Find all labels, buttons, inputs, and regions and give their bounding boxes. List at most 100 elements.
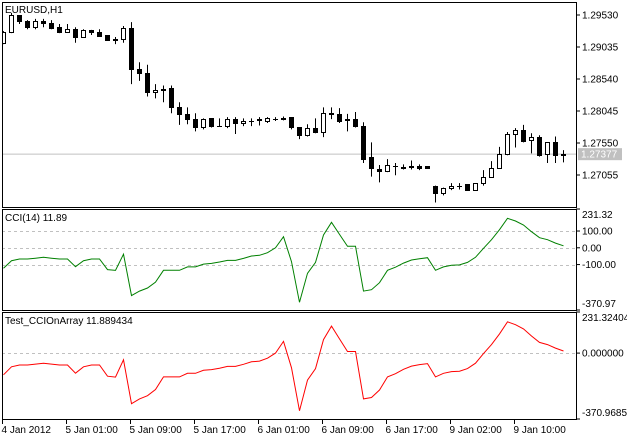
candle bbox=[9, 13, 14, 34]
candle-body bbox=[449, 186, 454, 189]
candle bbox=[265, 117, 270, 123]
candle bbox=[145, 64, 150, 97]
candle bbox=[513, 128, 518, 148]
candle-body bbox=[241, 121, 246, 124]
candle-body bbox=[17, 15, 22, 22]
time-tick-label: 9 Jan 02:00 bbox=[450, 425, 503, 436]
candle bbox=[529, 133, 534, 154]
candle bbox=[249, 118, 254, 127]
candle bbox=[169, 85, 174, 114]
pane-frame bbox=[2, 312, 577, 420]
candle bbox=[137, 62, 142, 81]
candle bbox=[385, 159, 390, 173]
candle bbox=[497, 146, 502, 169]
current-price-label: 1.27377 bbox=[581, 150, 618, 161]
candle-body bbox=[121, 28, 126, 40]
candle-body bbox=[185, 114, 190, 120]
candle bbox=[473, 183, 478, 191]
indicator-title: Test_CCIOnArray 11.889434 bbox=[5, 316, 133, 327]
candle bbox=[297, 127, 302, 140]
candle-body bbox=[321, 113, 326, 133]
candle-body bbox=[97, 32, 102, 37]
candle-body bbox=[553, 142, 558, 156]
candle bbox=[177, 102, 182, 125]
test-cci-line bbox=[3, 321, 564, 411]
candle bbox=[161, 85, 166, 103]
candle-body bbox=[161, 89, 166, 91]
candle bbox=[225, 117, 230, 129]
candle bbox=[153, 84, 158, 99]
time-tick-label: 5 Jan 17:00 bbox=[194, 425, 247, 436]
candle bbox=[129, 22, 134, 85]
candle bbox=[241, 118, 246, 127]
candle-body bbox=[177, 107, 182, 115]
candle bbox=[2, 31, 6, 45]
candle-body bbox=[497, 154, 502, 169]
candle bbox=[25, 20, 30, 30]
candle-body bbox=[65, 29, 70, 33]
candle-body bbox=[529, 137, 534, 141]
candle-body bbox=[433, 186, 438, 194]
candle bbox=[321, 107, 326, 138]
time-axis: 4 Jan 2012 5 Jan 01:00 5 Jan 09:00 5 Jan 17… bbox=[2, 419, 567, 436]
candle bbox=[49, 20, 54, 30]
candle-body bbox=[481, 177, 486, 184]
value-tick-label: -370.96859 bbox=[582, 408, 627, 419]
candle-body bbox=[9, 15, 14, 33]
candle bbox=[57, 24, 62, 34]
candle-body bbox=[105, 35, 110, 41]
value-tick-label: 231.32 bbox=[582, 210, 613, 221]
candle-body bbox=[201, 119, 206, 128]
candle bbox=[521, 124, 526, 143]
candle bbox=[401, 164, 406, 170]
candle bbox=[17, 15, 22, 25]
candle bbox=[545, 142, 550, 164]
candle-body bbox=[313, 128, 318, 133]
price-tick-label: 1.29530 bbox=[582, 11, 619, 22]
candle bbox=[465, 184, 470, 191]
candle bbox=[409, 160, 414, 170]
candle-body bbox=[401, 167, 406, 169]
candle-body bbox=[257, 119, 262, 121]
candle bbox=[81, 29, 86, 38]
candle-body bbox=[41, 21, 46, 24]
time-tick-label: 4 Jan 2012 bbox=[2, 425, 52, 436]
candle bbox=[97, 29, 102, 37]
candle-body bbox=[441, 188, 446, 194]
candle-body bbox=[281, 118, 286, 120]
candle-body bbox=[537, 137, 542, 156]
candle bbox=[289, 117, 294, 130]
indicator-title: CCI(14) 11.89 bbox=[5, 213, 68, 224]
time-tick-label: 6 Jan 09:00 bbox=[322, 425, 375, 436]
candle-body bbox=[153, 90, 158, 93]
time-tick-label: 9 Jan 10:00 bbox=[514, 425, 567, 436]
candle bbox=[449, 183, 454, 191]
candle-body bbox=[489, 168, 494, 178]
candle bbox=[233, 117, 238, 134]
candle bbox=[417, 164, 422, 171]
candle bbox=[201, 118, 206, 130]
candle-body bbox=[329, 113, 334, 115]
value-tick-label: 231.32404 bbox=[582, 313, 627, 324]
candle-body bbox=[129, 28, 134, 70]
candle-body bbox=[33, 21, 38, 28]
price-tick-label: 1.28045 bbox=[582, 106, 619, 117]
candle bbox=[217, 118, 222, 127]
price-tick-label: 1.27550 bbox=[582, 138, 619, 149]
candle bbox=[425, 166, 430, 169]
cci-pane[interactable]: CCI(14) 11.89 231.32 100.00 0.00 -100.00 -370… bbox=[2, 208, 616, 311]
candle-body bbox=[225, 119, 230, 127]
candle bbox=[489, 161, 494, 178]
test-cci-pane[interactable]: Test_CCIOnArray 11.889434 231.32404 0.0000… bbox=[2, 311, 627, 420]
candle bbox=[457, 183, 462, 190]
candle-body bbox=[425, 166, 430, 169]
price-pane[interactable]: EURUSD,H1 1.29530 1.29035 1.28540 1.28045 1.2… bbox=[2, 5, 623, 203]
candle-body bbox=[473, 183, 478, 191]
candle bbox=[113, 36, 118, 45]
candle-body bbox=[561, 154, 566, 156]
candle bbox=[433, 185, 438, 203]
candle bbox=[505, 132, 510, 156]
time-tick-label: 6 Jan 17:00 bbox=[386, 425, 439, 436]
candle bbox=[73, 27, 78, 43]
